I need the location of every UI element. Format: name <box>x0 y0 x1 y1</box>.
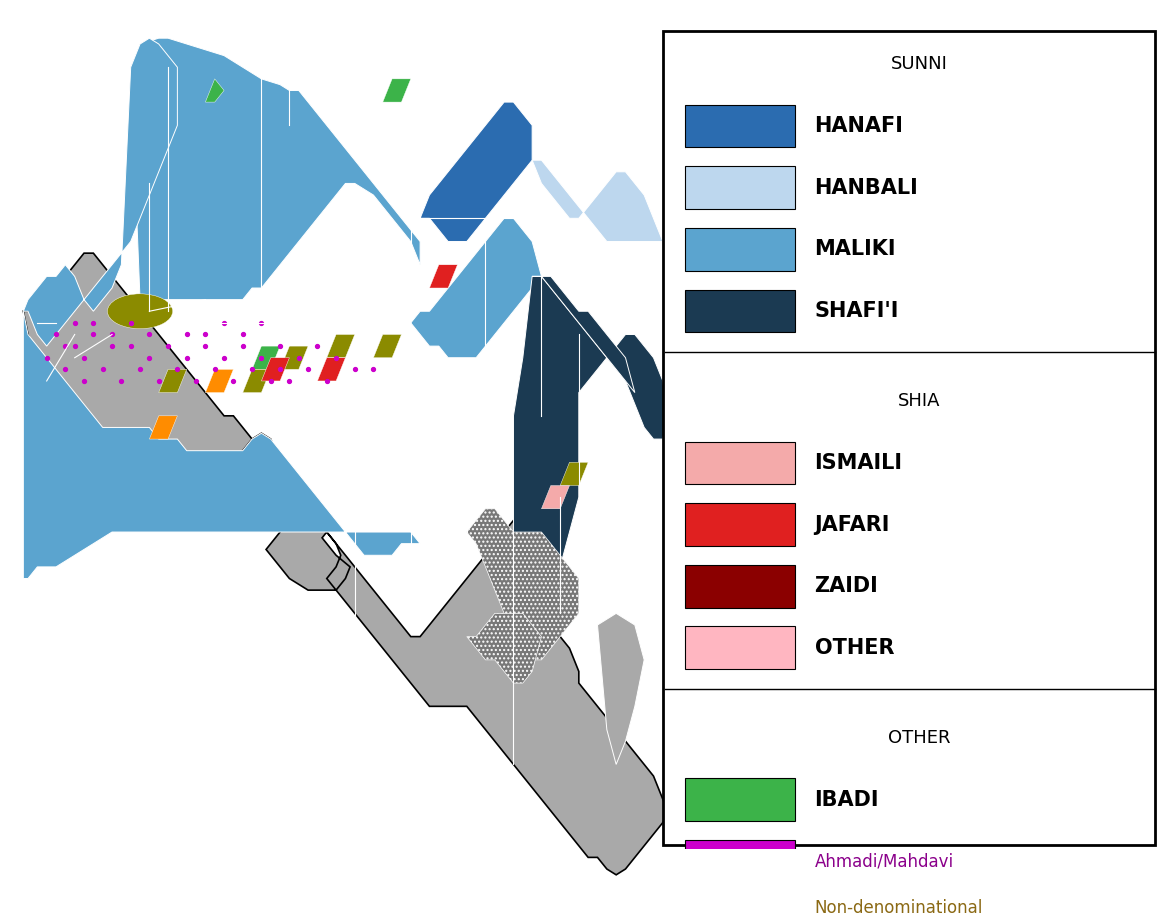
Polygon shape <box>262 358 290 381</box>
Text: IBADI: IBADI <box>815 790 879 810</box>
Bar <box>685 289 795 332</box>
Polygon shape <box>23 38 178 346</box>
Bar <box>685 626 795 669</box>
Polygon shape <box>206 370 234 393</box>
Polygon shape <box>327 334 354 358</box>
Bar <box>685 565 795 607</box>
Text: MALIKI: MALIKI <box>815 239 895 259</box>
Text: OTHER: OTHER <box>815 638 894 657</box>
Bar <box>685 105 795 147</box>
Bar <box>685 503 795 546</box>
Bar <box>685 228 795 270</box>
Text: Non-denominational: Non-denominational <box>815 899 983 913</box>
Polygon shape <box>159 370 187 393</box>
Text: HANAFI: HANAFI <box>815 116 904 136</box>
Polygon shape <box>243 370 271 393</box>
Polygon shape <box>318 358 345 381</box>
Text: SHAFI'I: SHAFI'I <box>815 301 899 320</box>
Polygon shape <box>429 265 457 288</box>
Text: ISMAILI: ISMAILI <box>815 453 902 473</box>
Text: HANBALI: HANBALI <box>815 178 919 197</box>
Polygon shape <box>23 311 420 579</box>
Text: SHIA: SHIA <box>898 393 940 410</box>
Polygon shape <box>466 509 579 660</box>
Bar <box>685 442 795 484</box>
Polygon shape <box>373 334 401 358</box>
Text: Ahmadi/Mahdavi: Ahmadi/Mahdavi <box>815 853 954 870</box>
Polygon shape <box>597 614 644 764</box>
Polygon shape <box>23 253 667 875</box>
Polygon shape <box>466 614 541 683</box>
Bar <box>685 779 795 821</box>
Polygon shape <box>560 462 588 486</box>
Polygon shape <box>253 346 281 370</box>
Polygon shape <box>420 102 532 242</box>
Polygon shape <box>382 79 410 102</box>
Polygon shape <box>392 218 541 358</box>
Text: OTHER: OTHER <box>887 729 950 747</box>
Bar <box>685 840 795 883</box>
Text: SUNNI: SUNNI <box>891 56 947 73</box>
Polygon shape <box>532 160 667 265</box>
Polygon shape <box>532 277 635 393</box>
Polygon shape <box>513 277 667 614</box>
Ellipse shape <box>108 294 173 329</box>
Text: ZAIDI: ZAIDI <box>815 576 878 596</box>
Polygon shape <box>541 486 569 509</box>
Bar <box>685 902 795 913</box>
Polygon shape <box>281 346 309 370</box>
Text: JAFARI: JAFARI <box>815 515 890 534</box>
Polygon shape <box>150 415 178 439</box>
Bar <box>685 166 795 209</box>
Polygon shape <box>131 38 420 299</box>
Polygon shape <box>206 79 224 102</box>
